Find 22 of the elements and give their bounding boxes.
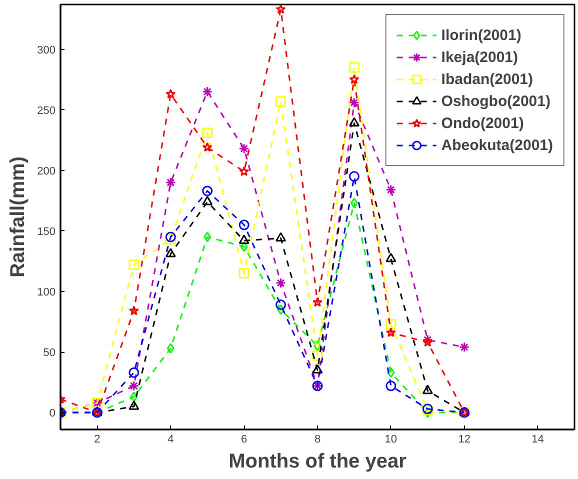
legend-label: Ikeja(2001) bbox=[441, 48, 518, 66]
x-tick-label: 8 bbox=[314, 434, 321, 446]
legend-label: Ondo(2001) bbox=[441, 114, 524, 132]
y-tick-label: 100 bbox=[37, 286, 56, 298]
y-tick-label: 200 bbox=[37, 165, 56, 178]
y-tick-label: 50 bbox=[43, 347, 56, 360]
x-tick-label: 10 bbox=[384, 434, 398, 446]
x-tick-label: 2 bbox=[94, 434, 100, 446]
x-tick-label: 12 bbox=[458, 434, 470, 446]
legend-label: Ibadan(2001) bbox=[441, 70, 533, 88]
x-axis-title: Months of the year bbox=[228, 450, 407, 472]
x-tick-label: 6 bbox=[241, 434, 248, 446]
legend-label: Abeokuta(2001) bbox=[441, 136, 553, 154]
x-tick-label: 14 bbox=[532, 434, 544, 446]
x-tick-label: 4 bbox=[168, 434, 174, 446]
y-tick-label: 250 bbox=[37, 104, 56, 117]
y-tick-label: 150 bbox=[37, 226, 56, 238]
legend-label: Ilorin(2001) bbox=[441, 26, 522, 44]
y-axis-title: Rainfall(mm) bbox=[7, 156, 30, 278]
legend-label: Oshogbo(2001) bbox=[441, 92, 550, 110]
y-tick-label: 300 bbox=[37, 44, 56, 56]
y-tick-label: 0 bbox=[49, 408, 56, 420]
